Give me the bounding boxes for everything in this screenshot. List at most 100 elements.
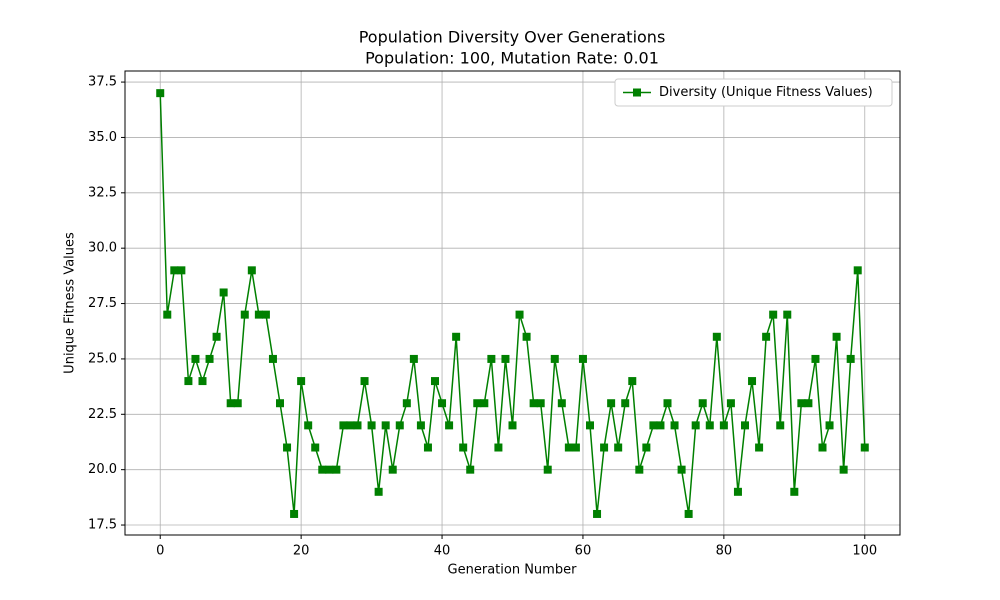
data-marker [431, 377, 439, 386]
y-axis-label: Unique Fitness Values [63, 232, 78, 374]
data-marker [832, 332, 841, 341]
data-marker [487, 354, 496, 363]
data-marker [621, 399, 630, 408]
data-marker [318, 465, 327, 474]
data-marker [290, 509, 299, 518]
data-marker [409, 354, 418, 363]
data-marker [283, 443, 292, 452]
y-tick-label: 20.0 [88, 462, 117, 477]
x-axis-label: Generation Number [448, 563, 578, 578]
data-marker [395, 421, 404, 430]
chart-subtitle: Population: 100, Mutation Rate: 0.01 [365, 49, 659, 68]
data-marker [748, 377, 757, 386]
y-tick-label: 27.5 [88, 296, 117, 311]
data-marker [733, 487, 742, 496]
data-marker [670, 421, 679, 430]
y-tick-label: 22.5 [88, 407, 117, 422]
data-marker [311, 443, 320, 452]
data-marker [177, 266, 186, 275]
data-marker [261, 310, 270, 319]
x-tick-label: 20 [293, 544, 310, 559]
data-marker [578, 354, 587, 363]
data-marker [191, 354, 200, 363]
data-marker [353, 421, 362, 430]
data-marker [691, 421, 700, 430]
data-marker [508, 421, 517, 430]
data-marker [452, 332, 461, 341]
plot-frame [124, 70, 901, 536]
data-marker [226, 399, 235, 408]
data-marker [564, 443, 573, 452]
data-marker [600, 443, 609, 452]
data-marker [423, 443, 432, 452]
data-marker [501, 354, 510, 363]
data-marker [677, 465, 686, 474]
x-tick-label: 100 [852, 544, 877, 559]
data-marker [543, 465, 552, 474]
data-marker [205, 354, 214, 363]
data-marker [346, 421, 355, 430]
data-marker [480, 399, 489, 408]
data-marker [268, 354, 277, 363]
data-marker [642, 443, 651, 452]
data-marker [684, 509, 693, 518]
data-marker [170, 266, 179, 275]
data-marker [571, 443, 580, 452]
data-marker [339, 421, 348, 430]
data-marker [712, 332, 721, 341]
data-marker [741, 421, 749, 430]
data-marker [825, 421, 834, 430]
data-marker [325, 465, 334, 474]
data-marker [726, 399, 735, 408]
data-marker [698, 399, 707, 408]
data-marker [466, 465, 475, 474]
data-marker [297, 377, 306, 386]
y-tick-label: 32.5 [88, 185, 117, 200]
y-tick-label: 17.5 [88, 518, 117, 533]
x-tick-label: 0 [156, 544, 164, 559]
data-marker [459, 443, 468, 452]
y-tick-label: 37.5 [88, 75, 117, 90]
x-tick-label: 80 [716, 544, 733, 559]
data-marker [233, 399, 242, 408]
data-marker [860, 443, 869, 452]
data-marker [797, 399, 806, 408]
data-marker [381, 421, 390, 430]
data-marker [607, 399, 616, 408]
data-marker [818, 443, 827, 452]
data-marker [783, 310, 792, 319]
data-marker [550, 354, 559, 363]
data-marker [656, 421, 665, 430]
data-marker [839, 465, 848, 474]
data-marker [719, 421, 728, 430]
data-marker [374, 487, 383, 496]
data-marker [247, 266, 256, 275]
y-tick-label: 30.0 [88, 241, 117, 256]
data-marker [438, 399, 447, 408]
data-marker [853, 266, 862, 275]
data-marker [804, 399, 813, 408]
data-marker [515, 310, 524, 319]
data-marker [198, 377, 207, 386]
chart-title: Population Diversity Over Generations [359, 28, 666, 47]
data-marker [304, 421, 313, 430]
data-marker [649, 421, 658, 430]
legend-box [614, 78, 893, 107]
data-marker [522, 332, 531, 341]
legend-marker [633, 88, 641, 97]
data-marker [388, 465, 397, 474]
data-marker [705, 421, 714, 430]
legend-label: Diversity (Unique Fitness Values) [659, 85, 873, 100]
data-marker [557, 399, 566, 408]
data-marker [494, 443, 503, 452]
data-marker [184, 377, 193, 386]
data-marker [332, 465, 341, 474]
data-marker [212, 332, 221, 341]
data-marker [628, 377, 637, 386]
data-marker [276, 399, 284, 408]
data-marker [614, 443, 623, 452]
data-marker [593, 509, 602, 518]
data-marker [529, 399, 538, 408]
y-tick-label: 25.0 [88, 351, 117, 366]
